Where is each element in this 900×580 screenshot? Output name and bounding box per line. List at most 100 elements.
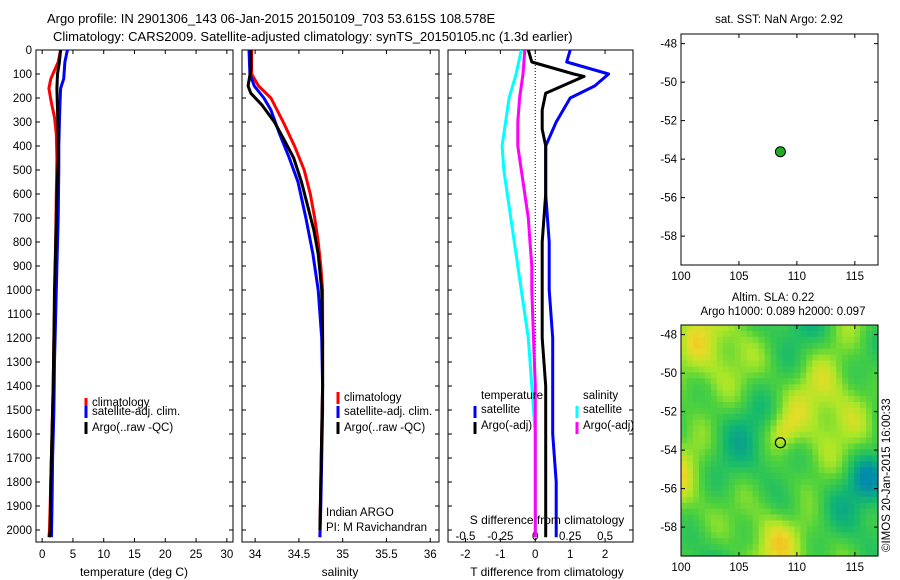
- heatmap-cell: [692, 490, 700, 498]
- heatmap-cell: [758, 467, 766, 474]
- heatmap-cell: [836, 396, 843, 403]
- heatmap-cell: [716, 443, 724, 450]
- heatmap-cell: [866, 496, 873, 504]
- heatmap-cell: [872, 413, 879, 421]
- heatmap-cell: [698, 384, 706, 391]
- legend-s-satellite-label: satellite: [583, 404, 622, 416]
- heatmap-cell: [854, 461, 861, 468]
- heatmap-cell: [728, 508, 736, 516]
- heatmap-cell: [764, 330, 772, 338]
- heatmap-cell: [812, 508, 819, 516]
- heatmap-cell: [812, 431, 819, 439]
- heatmap-cell: [686, 496, 694, 504]
- heatmap-cell: [824, 396, 831, 403]
- heatmap-cell: [836, 354, 843, 362]
- heatmap-cell: [728, 532, 736, 539]
- heatmap-cell: [812, 484, 819, 492]
- heatmap-cell: [812, 330, 819, 338]
- heatmap-cell: [782, 330, 790, 338]
- heatmap-cell: [836, 514, 843, 522]
- heatmap-cell: [776, 473, 784, 480]
- heatmap-cell: [746, 538, 754, 545]
- heatmap-cell: [812, 336, 819, 344]
- heatmap-cell: [782, 396, 790, 403]
- heatmap-cell: [872, 390, 879, 397]
- heatmap-cell: [722, 514, 730, 522]
- heatmap-cell: [698, 443, 706, 450]
- heatmap-cell: [764, 378, 772, 385]
- heatmap-cell: [848, 407, 855, 415]
- heatmap-cell: [734, 419, 742, 427]
- difference-legend: temperature salinity satellite Argo(-adj…: [473, 390, 634, 434]
- heatmap-cell: [806, 520, 813, 527]
- heatmap-cell: [812, 342, 819, 350]
- heatmap-cell: [848, 479, 855, 486]
- heatmap-cell: [842, 484, 849, 492]
- heatmap-cell: [788, 390, 796, 397]
- heatmap-cell: [836, 449, 843, 456]
- heatmap-cell: [824, 372, 831, 379]
- heatmap-cell: [716, 330, 724, 338]
- heatmap-cell: [698, 402, 706, 409]
- heatmap-cell: [776, 520, 784, 527]
- heatmap-cell: [728, 538, 736, 545]
- heatmap-cell: [734, 544, 742, 551]
- heatmap-cell: [830, 425, 837, 433]
- heatmap-cell: [728, 484, 736, 492]
- heatmap-cell: [836, 455, 843, 462]
- heatmap-cell: [746, 526, 754, 533]
- heatmap-cell: [764, 467, 772, 474]
- heatmap-cell: [776, 443, 784, 450]
- heatmap-cell: [812, 407, 819, 415]
- heatmap-cell: [686, 467, 694, 474]
- heatmap-cell: [734, 378, 742, 385]
- heatmap-cell: [854, 496, 861, 504]
- heatmap-cell: [782, 437, 790, 445]
- heatmap-cell: [722, 467, 730, 474]
- heatmap-cell: [758, 425, 766, 433]
- heatmap-cell: [734, 443, 742, 450]
- heatmap-cell: [776, 479, 784, 486]
- x-tick-label: 25: [190, 549, 203, 561]
- heatmap-cell: [824, 366, 831, 373]
- heatmap-cell: [842, 496, 849, 504]
- heatmap-cell: [860, 479, 867, 486]
- heatmap-cell: [818, 396, 825, 403]
- x-tick-label: 35: [336, 549, 349, 561]
- heatmap-cell: [860, 390, 867, 397]
- heatmap-cell: [866, 330, 873, 338]
- heatmap-cell: [848, 514, 855, 522]
- depth-tick-label: 1100: [7, 309, 32, 321]
- heatmap-cell: [692, 354, 700, 362]
- heatmap-cell: [818, 325, 825, 332]
- heatmap-cell: [704, 520, 712, 527]
- heatmap-cell: [734, 538, 742, 545]
- heatmap-cell: [824, 449, 831, 456]
- heatmap-cell: [686, 514, 694, 522]
- heatmap-cell: [686, 455, 694, 462]
- heatmap-cell: [686, 366, 694, 373]
- heatmap-cell: [740, 467, 748, 474]
- heatmap-cell: [848, 538, 855, 545]
- heatmap-cell: [788, 372, 796, 379]
- heatmap-cell: [681, 413, 688, 421]
- heatmap-cell: [872, 479, 879, 486]
- heatmap-cell: [770, 425, 778, 433]
- heatmap-cell: [681, 342, 688, 350]
- heatmap-cell: [806, 496, 813, 504]
- heatmap-cell: [812, 354, 819, 362]
- heatmap-cell: [746, 455, 754, 462]
- heatmap-cell: [770, 508, 778, 516]
- heatmap-cell: [848, 526, 855, 533]
- heatmap-cell: [704, 419, 712, 427]
- heatmap-cell: [824, 455, 831, 462]
- heatmap-cell: [752, 390, 760, 397]
- heatmap-cell: [722, 490, 730, 498]
- heatmap-cell: [824, 479, 831, 486]
- legend-t-argo-label: Argo(-adj): [481, 420, 532, 432]
- heatmap-cell: [788, 378, 796, 385]
- heatmap-cell: [722, 479, 730, 486]
- heatmap-cell: [788, 384, 796, 391]
- heatmap-cell: [788, 336, 796, 344]
- heatmap-cell: [764, 508, 772, 516]
